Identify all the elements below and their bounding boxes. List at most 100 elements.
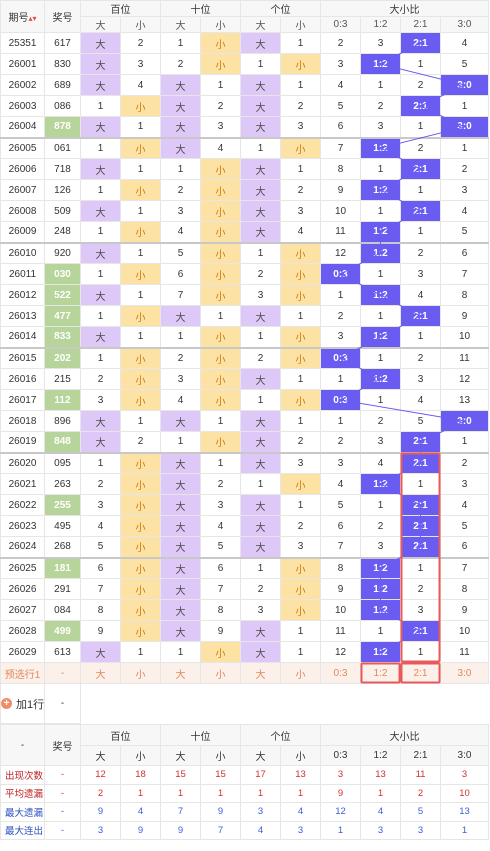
table-row: 26017 112 3 小 4 小 1 小 0:3 1 4 13	[0, 389, 489, 411]
add-row-prize: -	[44, 683, 81, 724]
group-header-hundreds: 百位	[80, 0, 161, 17]
stats-value-cell: 10	[440, 783, 489, 803]
miss-count-cell: 6	[320, 515, 361, 537]
miss-count-cell: 1	[80, 305, 121, 327]
stats-row-label: 最大遗漏	[0, 802, 45, 822]
table-row: 26018 896 大 1 大 1 大 1 1 2 5 3:0	[0, 410, 489, 432]
stats-value-cell: 11	[400, 765, 441, 785]
forecast-option-4[interactable]: 小	[200, 662, 241, 684]
add-row-cell[interactable]: + 加1行	[0, 683, 45, 724]
period-cell: 26006	[0, 158, 45, 180]
miss-count-cell: 1	[120, 641, 161, 663]
forecast-option-1[interactable]: 大	[80, 662, 121, 684]
period-cell: 26001	[0, 53, 45, 75]
miss-count-cell: 1	[120, 241, 161, 264]
miss-count-cell: 1	[240, 136, 281, 159]
forecast-option-10[interactable]: 3:0	[440, 662, 489, 684]
add-row-button[interactable]: + 加1行	[1, 696, 44, 712]
miss-count-cell: 13	[440, 389, 489, 411]
xiao-cell: 小	[200, 241, 241, 264]
da-cell: 大	[240, 536, 281, 558]
stats-value-cell: 9	[200, 802, 241, 822]
ratio-hit-cell: 1:2	[360, 53, 401, 75]
miss-count-cell: 7	[160, 284, 201, 306]
sort-icon[interactable]: ▴▾	[28, 14, 37, 23]
miss-count-cell: 7	[80, 578, 121, 600]
group-header-ratio: 大小比	[320, 0, 489, 17]
miss-count-cell: 4	[200, 136, 241, 159]
stats-prize-cell: -	[44, 820, 81, 840]
sub-header-7: 0:3	[320, 16, 361, 33]
da-cell: 大	[160, 536, 201, 558]
da-cell: 大	[240, 305, 281, 327]
stats-value-cell: 2	[400, 783, 441, 803]
miss-count-cell: 1	[360, 158, 401, 180]
miss-count-cell: 4	[160, 221, 201, 243]
miss-count-cell: 4	[400, 389, 441, 411]
xiao-cell: 小	[120, 95, 161, 117]
xiao-cell: 小	[280, 284, 321, 306]
da-cell: 大	[80, 641, 121, 663]
miss-count-cell: 3	[360, 431, 401, 453]
stats-corner: -	[0, 724, 45, 766]
table-row: 26006 718 大 1 1 小大 1 8 1 2:1 2	[0, 158, 489, 180]
forecast-option-8[interactable]: 1:2	[360, 662, 401, 684]
miss-count-cell: 6	[200, 556, 241, 579]
da-cell: 大	[160, 556, 201, 579]
da-cell: 大	[80, 158, 121, 180]
stats-sub-header-7: 0:3	[320, 745, 361, 766]
stats-value-cell: 13	[280, 765, 321, 785]
da-cell: 大	[240, 158, 281, 180]
miss-count-cell: 8	[320, 158, 361, 180]
miss-count-cell: 2	[80, 368, 121, 390]
ratio-hit-cell: 1:2	[360, 136, 401, 159]
da-cell: 大	[160, 494, 201, 516]
ratio-hit-cell: 3:0	[440, 410, 489, 432]
miss-count-cell: 3	[320, 53, 361, 75]
table-row: 26020 095 1 小大 1 大 3 3 4 2:1 2	[0, 451, 489, 474]
miss-count-cell: 1	[280, 494, 321, 516]
da-cell: 大	[160, 620, 201, 642]
xiao-cell: 小	[200, 284, 241, 306]
forecast-option-5[interactable]: 大	[240, 662, 281, 684]
miss-count-cell: 1	[400, 326, 441, 348]
da-cell: 大	[240, 32, 281, 54]
stats-sub-header-9: 2:1	[400, 745, 441, 766]
miss-count-cell: 1	[360, 494, 401, 516]
prize-number-cell: 291	[44, 578, 81, 600]
period-cell: 26011	[0, 263, 45, 285]
table-row: 26027 084 8 小大 8 3 小 10 1:2 3 9	[0, 599, 489, 621]
stats-value-cell: 13	[360, 765, 401, 785]
stats-value-cell: 1	[200, 783, 241, 803]
miss-count-cell: 2	[440, 451, 489, 474]
miss-count-cell: 1	[400, 179, 441, 201]
miss-count-cell: 3	[440, 179, 489, 201]
period-cell: 26005	[0, 136, 45, 159]
ratio-hit-cell: 2:1	[400, 32, 441, 54]
prize-number-cell: 248	[44, 221, 81, 243]
table-row: 26024 268 5 小大 5 大 3 7 3 2:1 6	[0, 536, 489, 558]
ratio-hit-cell: 1:2	[360, 284, 401, 306]
miss-count-cell: 1	[360, 620, 401, 642]
add-row-blank	[80, 683, 489, 724]
miss-count-cell: 1	[200, 451, 241, 474]
period-cell: 26008	[0, 200, 45, 222]
forecast-option-6[interactable]: 小	[280, 662, 321, 684]
stats-row-label: 平均遗漏	[0, 783, 45, 803]
forecast-option-7[interactable]: 0:3	[320, 662, 361, 684]
period-cell: 26012	[0, 284, 45, 306]
xiao-cell: 小	[280, 599, 321, 621]
forecast-option-3[interactable]: 大	[160, 662, 201, 684]
xiao-cell: 小	[120, 536, 161, 558]
xiao-cell: 小	[120, 346, 161, 369]
sub-header-6: 小	[280, 16, 321, 33]
ratio-hit-cell: 2:1	[400, 95, 441, 117]
stats-prize-cell: -	[44, 783, 81, 803]
xiao-cell: 小	[280, 578, 321, 600]
trend-table-body: 25351 617 大 2 1 小大 1 2 3 2:1 4 26001 830 大 3 2 小 1 小 3 1:2 1 5…	[0, 32, 489, 724]
forecast-option-2[interactable]: 小	[120, 662, 161, 684]
period-header[interactable]: 期号▴▾	[0, 0, 45, 33]
miss-count-cell: 1	[320, 410, 361, 432]
forecast-option-9[interactable]: 2:1	[400, 662, 441, 684]
